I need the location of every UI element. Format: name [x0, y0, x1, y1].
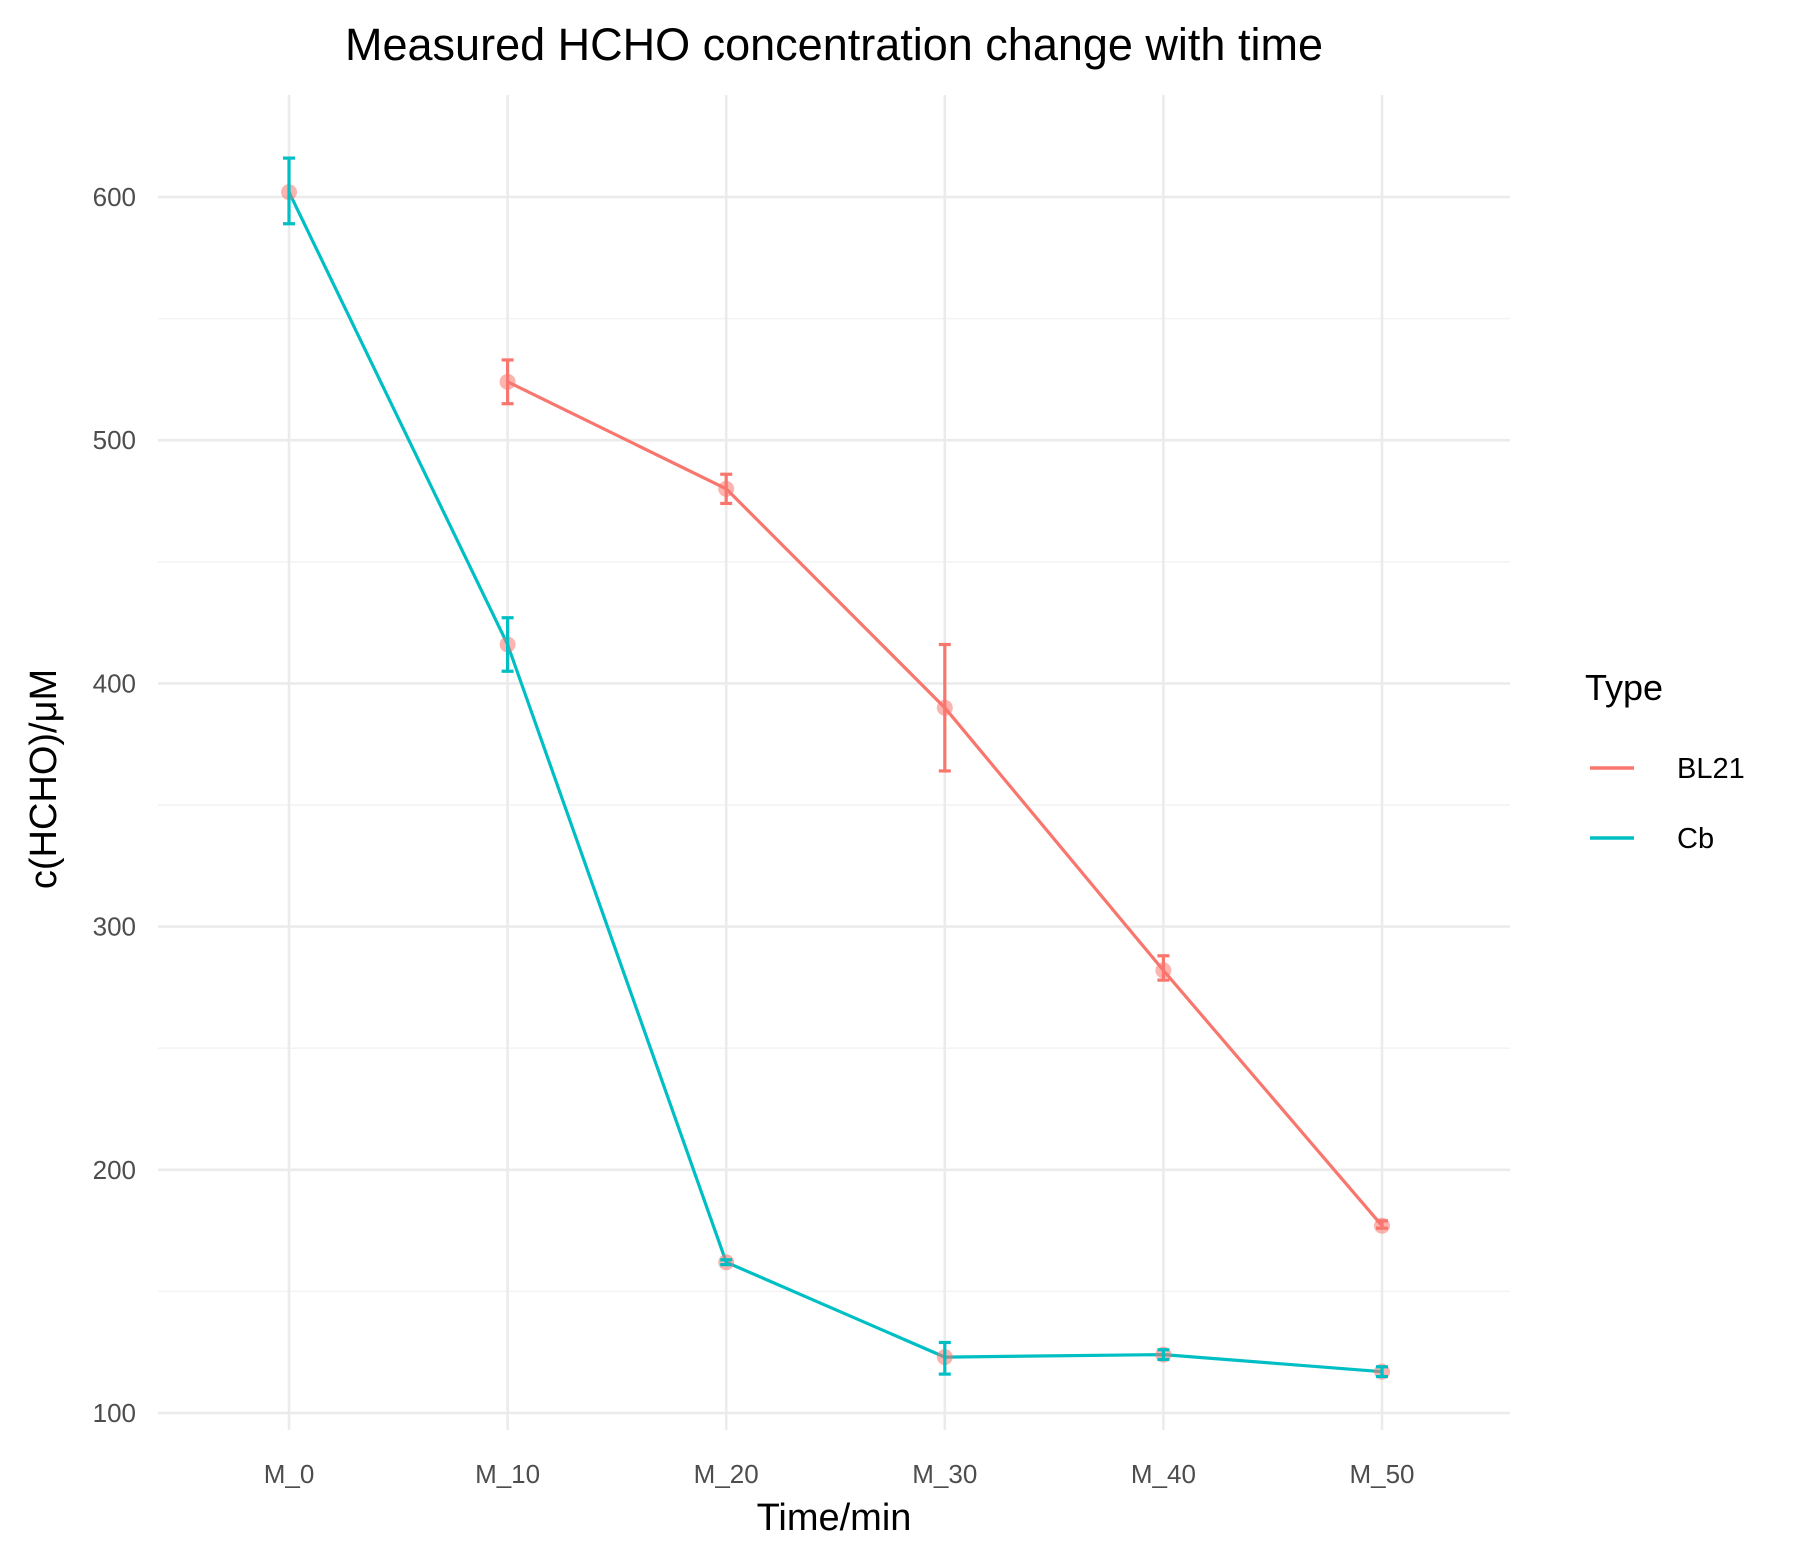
x-axis-title: Time/min	[757, 1497, 912, 1539]
x-tick-label: M_30	[912, 1459, 977, 1489]
error-bar-cb	[1376, 1365, 1388, 1379]
legend-item-cb: Cb	[1590, 823, 1714, 855]
x-tick-label: M_0	[264, 1459, 315, 1489]
x-tick-label: M_40	[1131, 1459, 1196, 1489]
y-axis-title: c(HCHO)/μM	[23, 669, 65, 889]
legend-title: Type	[1585, 667, 1663, 708]
legend-label-bl21: BL21	[1677, 753, 1745, 785]
error-bar-bl21	[1157, 954, 1170, 982]
error-bar-cb	[720, 1258, 733, 1267]
y-tick-label: 300	[93, 912, 136, 942]
series-group	[287, 191, 1384, 1374]
chart-title: Measured HCHO concentration change with …	[345, 19, 1323, 70]
legend-label-cb: Cb	[1677, 823, 1714, 855]
legend: Type BL21 Cb	[1585, 667, 1745, 855]
y-tick-label: 100	[93, 1398, 136, 1428]
error-bars-group	[283, 156, 1388, 1379]
x-tick-label: M_20	[694, 1459, 759, 1489]
error-bar-cb	[938, 1340, 951, 1376]
x-axis-ticks: M_0 M_10 M_20 M_30 M_40 M_50	[264, 1459, 1415, 1489]
grid-lines	[158, 95, 1510, 1430]
error-bar-cb	[283, 156, 295, 226]
points-group	[281, 184, 1390, 1380]
y-axis-ticks: 100 200 300 400 500 600	[93, 182, 136, 1428]
x-tick-label: M_50	[1349, 1459, 1414, 1489]
error-bar-cb	[1157, 1348, 1170, 1362]
y-tick-label: 400	[93, 668, 136, 698]
legend-items: BL21 Cb	[1590, 753, 1745, 855]
legend-item-bl21: BL21	[1590, 753, 1745, 785]
error-bar-bl21	[720, 472, 733, 506]
error-bar-bl21	[501, 358, 514, 406]
error-bar-bl21	[938, 642, 951, 773]
series-line-cb	[287, 191, 1383, 1374]
error-bar-bl21	[1376, 1219, 1388, 1230]
x-tick-label: M_10	[475, 1459, 540, 1489]
error-bar-cb	[501, 616, 514, 673]
y-tick-label: 600	[93, 182, 136, 212]
y-tick-label: 200	[93, 1155, 136, 1185]
y-tick-label: 500	[93, 425, 136, 455]
